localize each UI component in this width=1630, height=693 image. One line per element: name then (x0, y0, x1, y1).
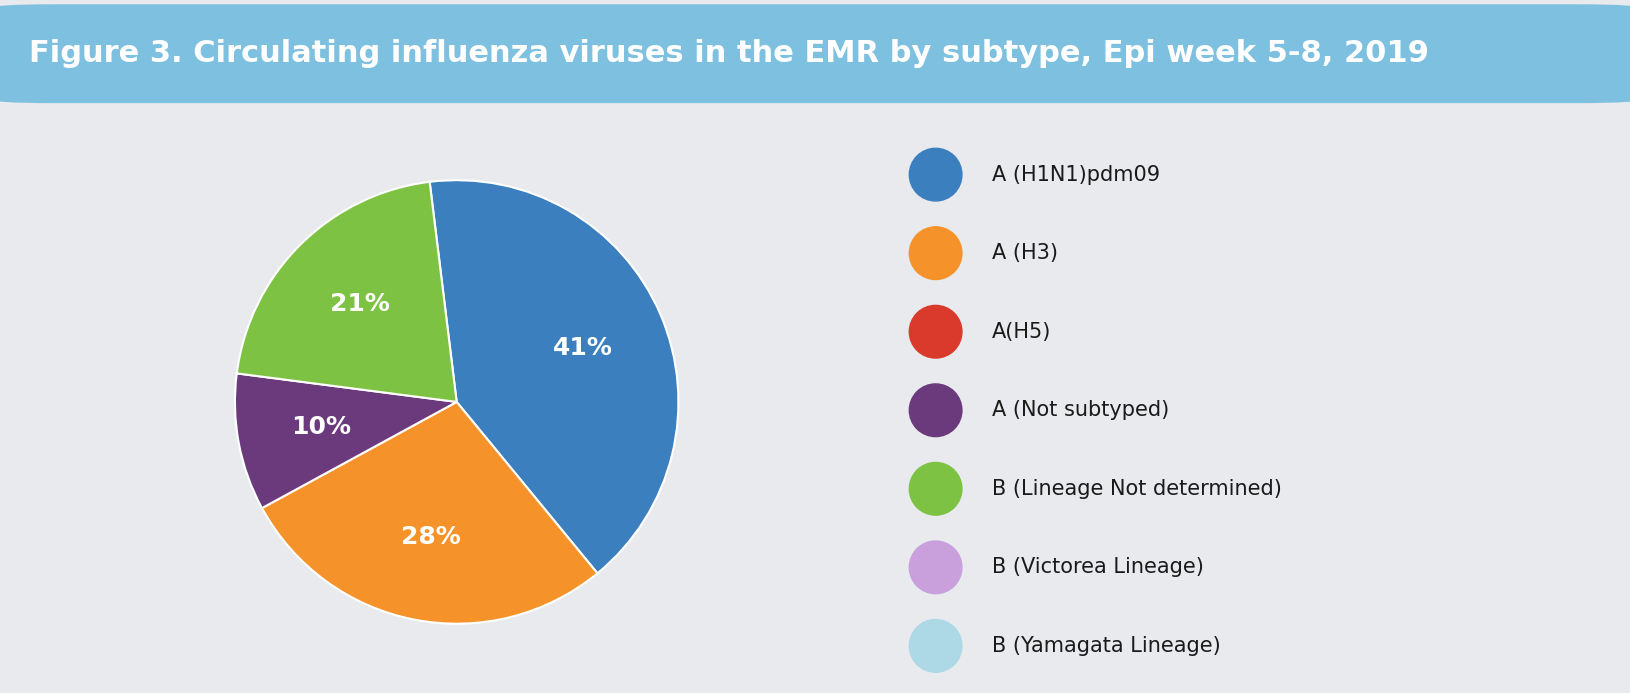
Wedge shape (262, 402, 597, 624)
Text: A (H1N1)pdm09: A (H1N1)pdm09 (991, 165, 1159, 184)
Ellipse shape (910, 227, 962, 279)
Wedge shape (235, 374, 456, 508)
Text: B (Lineage Not determined): B (Lineage Not determined) (991, 479, 1281, 499)
Ellipse shape (910, 620, 962, 672)
FancyBboxPatch shape (0, 4, 1630, 103)
Text: B (Yamagata Lineage): B (Yamagata Lineage) (991, 636, 1219, 656)
Wedge shape (429, 180, 678, 573)
Ellipse shape (910, 148, 962, 201)
Ellipse shape (910, 462, 962, 515)
Ellipse shape (910, 541, 962, 594)
Ellipse shape (910, 306, 962, 358)
Text: B (Victorea Lineage): B (Victorea Lineage) (991, 557, 1203, 577)
Text: 10%: 10% (292, 415, 352, 439)
Text: 28%: 28% (401, 525, 460, 549)
Text: A(H5): A(H5) (991, 322, 1050, 342)
Text: A (Not subtyped): A (Not subtyped) (991, 401, 1169, 420)
Text: 21%: 21% (329, 292, 390, 317)
Text: A (H3): A (H3) (991, 243, 1058, 263)
Text: Figure 3. Circulating influenza viruses in the EMR by subtype, Epi week 5-8, 201: Figure 3. Circulating influenza viruses … (29, 40, 1428, 68)
Wedge shape (236, 182, 456, 402)
Ellipse shape (910, 384, 962, 437)
Text: 41%: 41% (553, 336, 613, 360)
